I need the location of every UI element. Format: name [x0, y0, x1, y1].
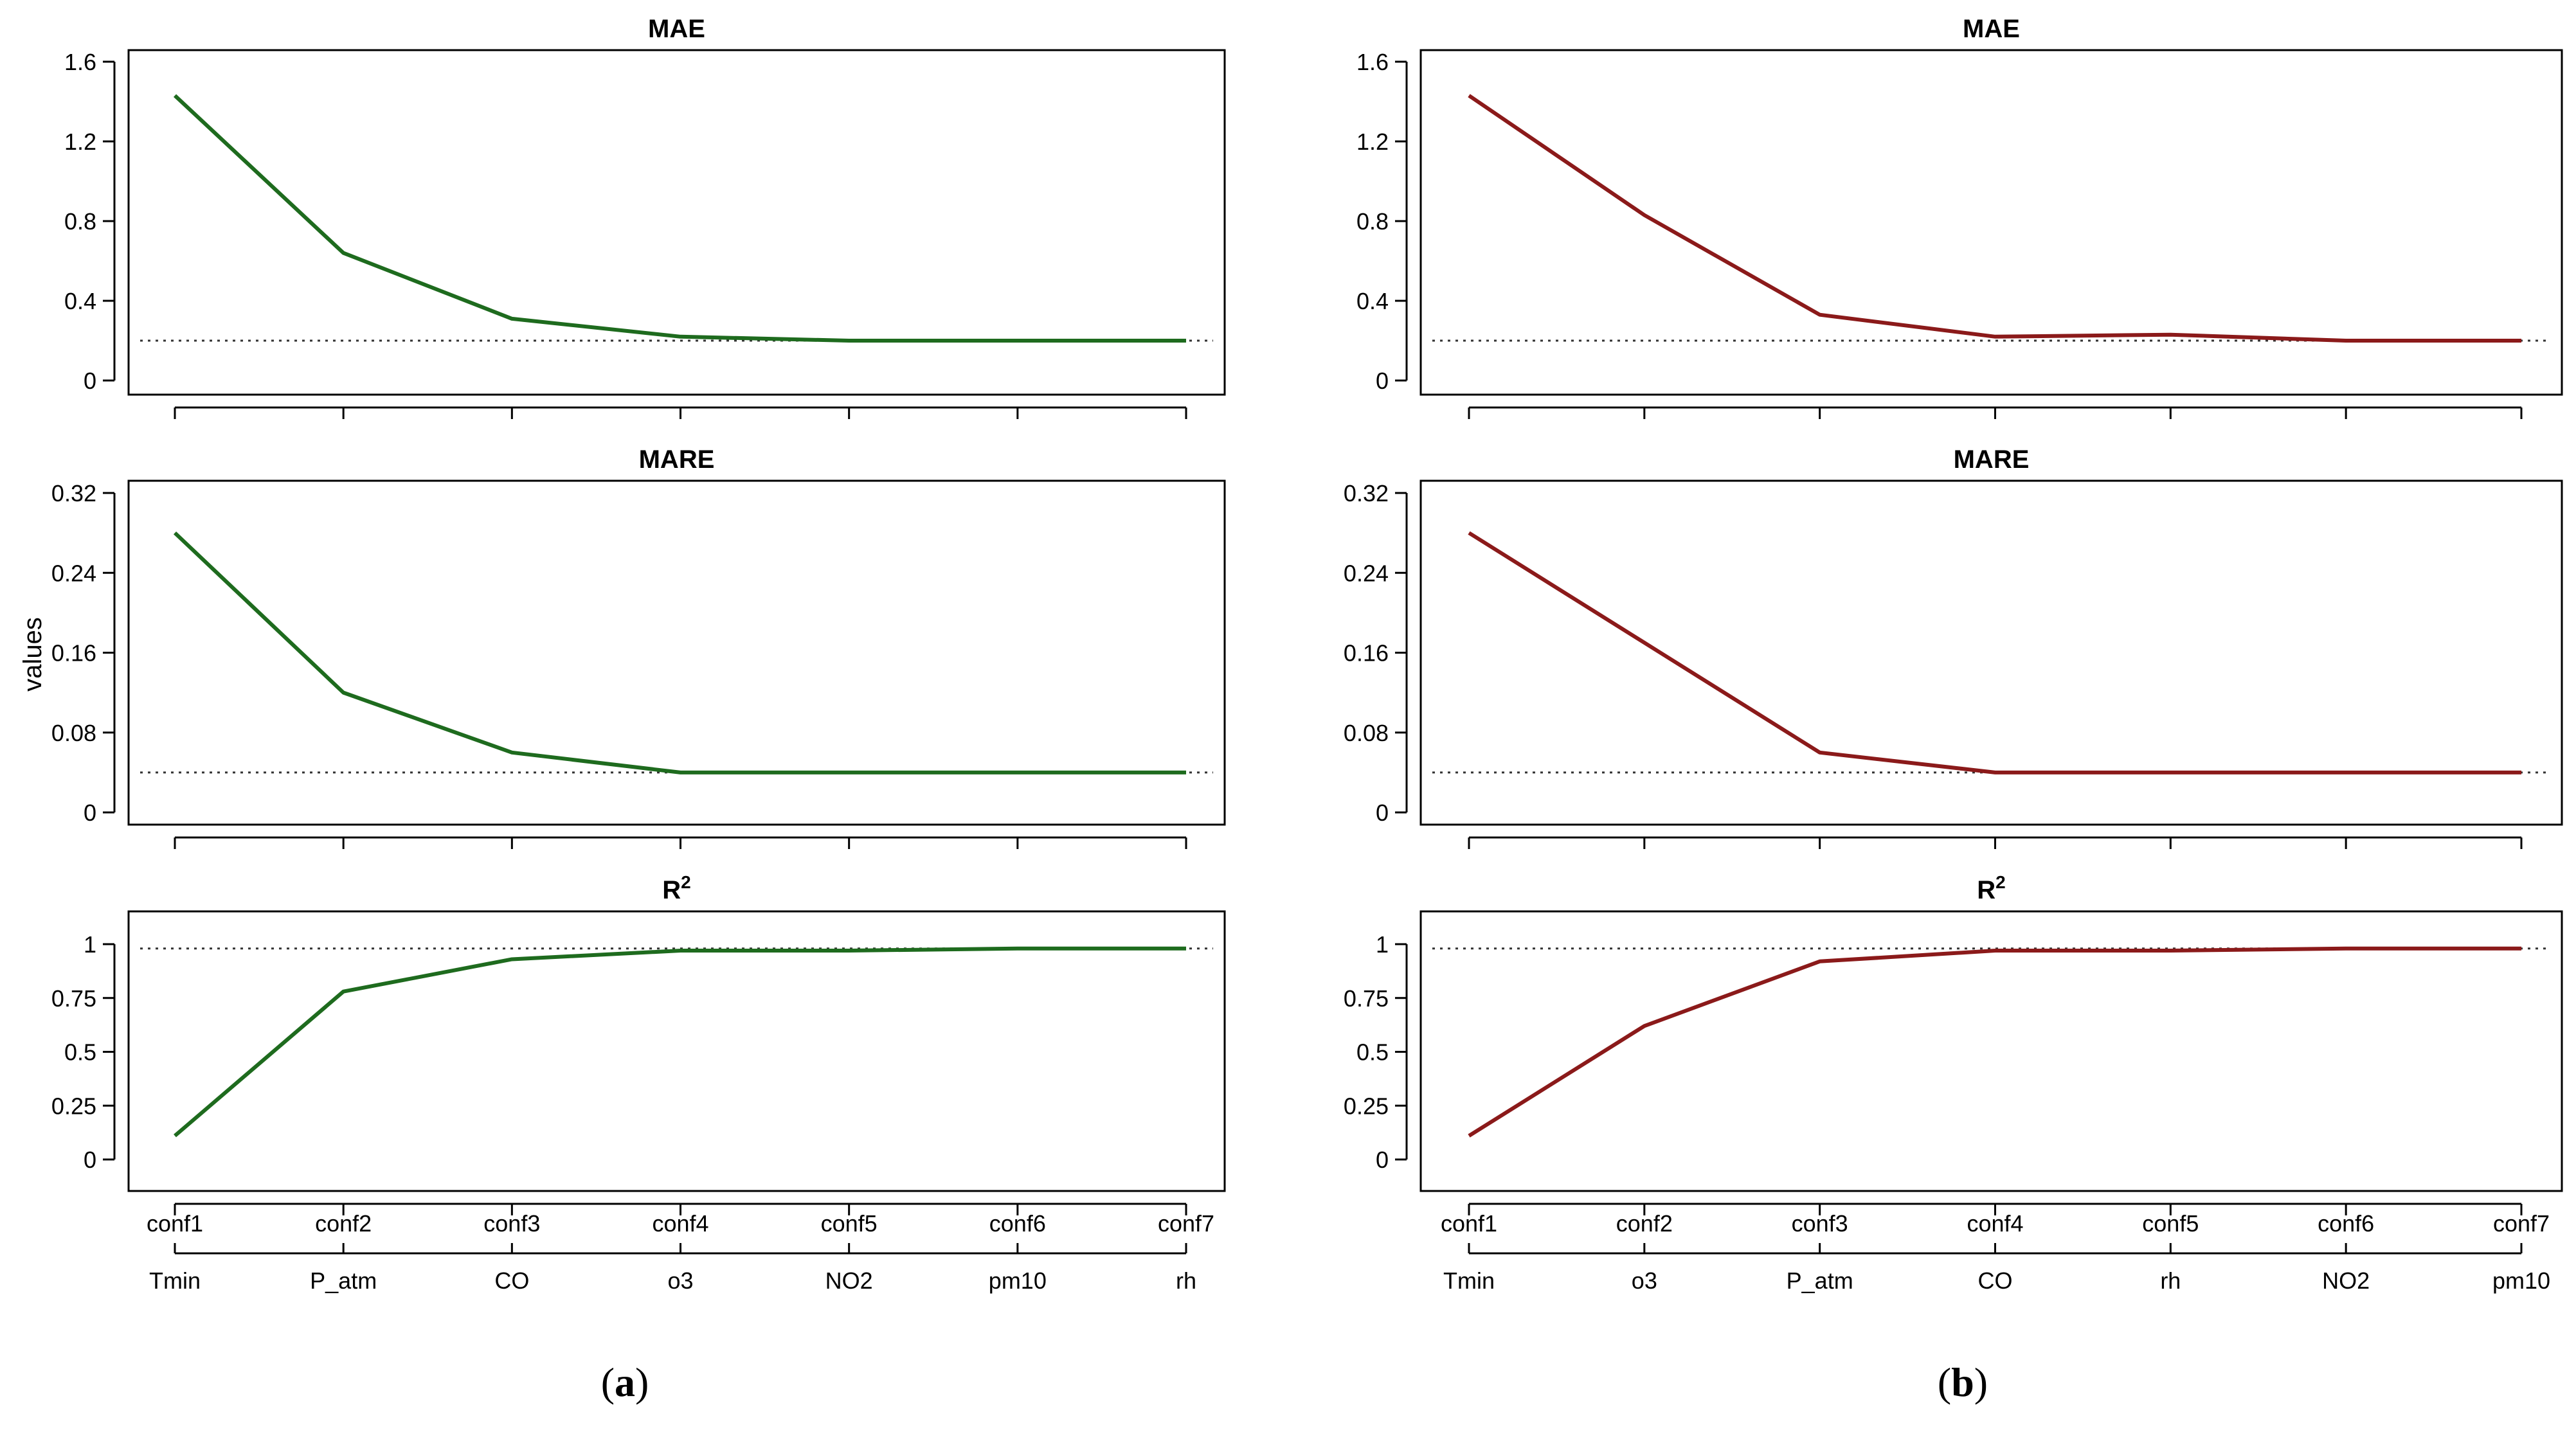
caption-a: (a) [601, 1359, 649, 1405]
y-tick-label: 0 [84, 368, 96, 394]
x-tick-label: conf5 [821, 1210, 878, 1237]
y-tick-label: 0.24 [51, 560, 96, 586]
panel-title: MARE [639, 445, 715, 474]
panel-frame [127, 910, 1226, 1192]
series-line [1468, 94, 2521, 343]
variable-label: o3 [667, 1267, 693, 1294]
variable-label: NO2 [825, 1267, 873, 1294]
x-tick-label: conf4 [652, 1210, 708, 1237]
panel-frame [1419, 910, 2563, 1192]
x-tick-label: conf6 [2318, 1210, 2374, 1237]
series-line [1468, 946, 2521, 1138]
y-tick-label: 0.4 [1356, 288, 1389, 314]
x-tick-label: conf2 [1616, 1210, 1673, 1237]
panel-mare: MARE 0 0.08 0.16 0.24 0.32 [51, 445, 1226, 849]
y-tick-label: 0.16 [51, 640, 96, 667]
series-line [1468, 531, 2521, 774]
y-tick-label: 0.8 [64, 208, 96, 235]
y-tick-label: 0.16 [1344, 640, 1389, 667]
series-line [174, 946, 1186, 1138]
x-tick-label: conf5 [2142, 1210, 2199, 1237]
panel-mae: MAE 0 0.4 0.8 1.2 1.6 [64, 15, 1226, 419]
caption-letter: b [1951, 1359, 1974, 1405]
series-line [173, 531, 1186, 774]
panel-r2: R2 0 0.25 0.5 0.75 1 [1344, 872, 2563, 1215]
chart-b: MAE 0 0.4 0.8 1.2 1.6 MARE 0 0.08 0.16 0.24 0.32 R2 0… [1344, 15, 2563, 1405]
y-tick-label: 0 [1376, 1147, 1389, 1173]
panel-title: R2 [662, 872, 690, 904]
y-tick-label: 0.32 [1344, 480, 1389, 506]
y-tick-label: 1 [84, 931, 96, 958]
y-tick-label: 1.6 [64, 49, 96, 75]
variable-label: P_atm [310, 1267, 377, 1294]
x-tick-label: conf1 [147, 1210, 203, 1237]
x-tick-label: conf7 [1158, 1210, 1214, 1237]
y-tick-label: 0 [1376, 368, 1389, 394]
variable-label: pm10 [2492, 1267, 2550, 1294]
y-tick-label: 1 [1376, 931, 1389, 958]
caption-b: (b) [1938, 1359, 1988, 1405]
y-tick-label: 0.5 [64, 1039, 96, 1066]
variable-label: o3 [1632, 1267, 1657, 1294]
y-tick-label: 0 [84, 800, 96, 826]
variable-label: NO2 [2322, 1267, 2370, 1294]
panel-frame [127, 49, 1226, 396]
variable-label: CO [1978, 1267, 2013, 1294]
y-tick-label: 0.24 [1344, 560, 1389, 586]
panel-title: R2 [1977, 872, 2005, 904]
x-tick-label: conf3 [1792, 1210, 1848, 1237]
y-tick-label: 0.8 [1356, 208, 1389, 235]
y-tick-label: 0.08 [1344, 720, 1389, 746]
y-tick-label: 0.75 [1344, 985, 1389, 1012]
y-axis-label: values [19, 617, 47, 692]
variable-label: P_atm [1787, 1267, 1853, 1294]
y-tick-label: 0.75 [51, 985, 96, 1012]
y-tick-label: 0.08 [51, 720, 96, 746]
panel-mae: MAE 0 0.4 0.8 1.2 1.6 [1356, 15, 2563, 419]
panel-title-superscript: 2 [1995, 872, 2006, 892]
panel-title: MAE [648, 15, 705, 43]
y-tick-label: 0.25 [51, 1093, 96, 1119]
y-tick-label: 0.4 [64, 288, 96, 314]
x-tick-label: conf6 [989, 1210, 1046, 1237]
panel-mare: MARE 0 0.08 0.16 0.24 0.32 [1344, 445, 2563, 849]
panel-frame [1419, 49, 2563, 396]
x-tick-label: conf4 [1967, 1210, 2023, 1237]
x-tick-label: conf7 [2493, 1210, 2550, 1237]
chart-a: MAE 0 0.4 0.8 1.2 1.6 MARE 0 0.08 0.16 0.24 0.32 R2 0… [51, 15, 1226, 1405]
panel-frame [1419, 479, 2563, 826]
y-tick-label: 0 [1376, 800, 1389, 826]
y-tick-label: 1.6 [1356, 49, 1389, 75]
variable-label: Tmin [149, 1267, 201, 1294]
caption-letter: a [615, 1359, 635, 1405]
variable-label: Tmin [1443, 1267, 1495, 1294]
y-tick-label: 0.32 [51, 480, 96, 506]
y-tick-label: 1.2 [64, 129, 96, 155]
panel-title: MARE [1954, 445, 2030, 474]
variable-label: CO [494, 1267, 529, 1294]
panel-frame [127, 479, 1226, 826]
variable-label: rh [1176, 1267, 1196, 1294]
variable-label: pm10 [989, 1267, 1047, 1294]
y-tick-label: 0 [84, 1147, 96, 1173]
panel-title-superscript: 2 [681, 872, 691, 892]
y-tick-label: 0.5 [1356, 1039, 1389, 1066]
y-tick-label: 1.2 [1356, 129, 1389, 155]
x-tick-label: conf3 [483, 1210, 540, 1237]
y-tick-label: 0.25 [1344, 1093, 1389, 1119]
x-tick-label: conf2 [315, 1210, 372, 1237]
panel-r2: R2 0 0.25 0.5 0.75 1 [51, 872, 1226, 1215]
panel-title: MAE [1963, 15, 2020, 43]
variable-label: rh [2160, 1267, 2181, 1294]
x-tick-label: conf1 [1441, 1210, 1497, 1237]
series-line [173, 94, 1186, 343]
